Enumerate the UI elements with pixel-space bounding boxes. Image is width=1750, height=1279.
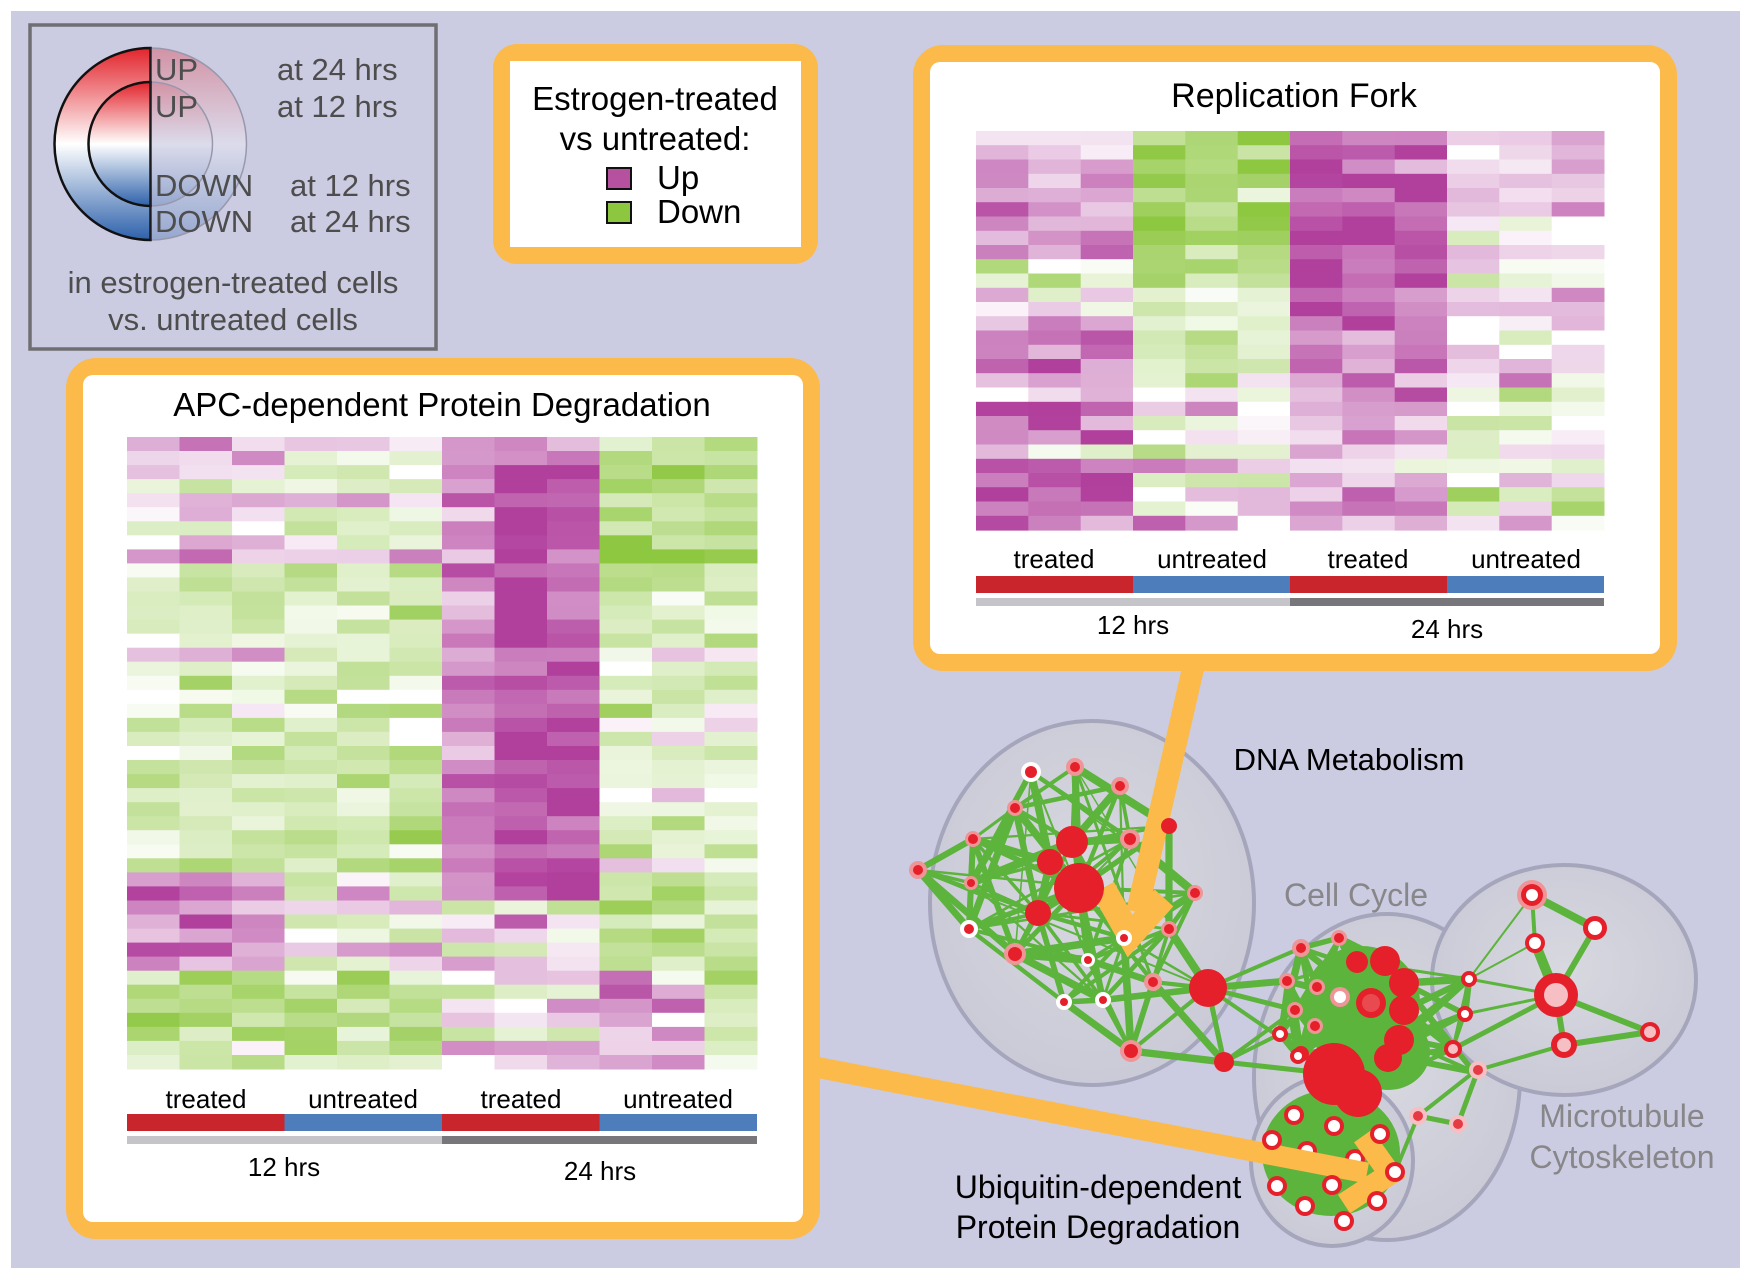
svg-text:Up: Up xyxy=(657,159,699,196)
svg-text:DOWN: DOWN xyxy=(155,168,253,203)
svg-text:DNA Metabolism: DNA Metabolism xyxy=(1234,742,1465,777)
svg-text:APC-dependent Protein Degradat: APC-dependent Protein Degradation xyxy=(173,386,711,423)
svg-text:24 hrs: 24 hrs xyxy=(564,1156,636,1186)
svg-text:vs. untreated cells: vs. untreated cells xyxy=(108,302,358,337)
svg-text:untreated: untreated xyxy=(1157,544,1267,574)
svg-text:untreated: untreated xyxy=(1471,544,1581,574)
svg-text:Protein Degradation: Protein Degradation xyxy=(956,1209,1241,1245)
svg-text:treated: treated xyxy=(1014,544,1095,574)
svg-text:Microtubule: Microtubule xyxy=(1539,1098,1704,1134)
svg-text:UP: UP xyxy=(155,89,198,124)
svg-text:Estrogen-treated: Estrogen-treated xyxy=(532,80,778,117)
svg-text:vs untreated:: vs untreated: xyxy=(560,120,751,157)
svg-text:untreated: untreated xyxy=(623,1084,733,1114)
svg-text:at 24 hrs: at 24 hrs xyxy=(290,204,411,239)
svg-text:Cytoskeleton: Cytoskeleton xyxy=(1530,1139,1715,1175)
svg-text:in estrogen-treated cells: in estrogen-treated cells xyxy=(68,265,399,300)
svg-text:Replication Fork: Replication Fork xyxy=(1171,77,1418,115)
svg-text:Ubiquitin-dependent: Ubiquitin-dependent xyxy=(955,1169,1242,1205)
svg-text:at 24 hrs: at 24 hrs xyxy=(277,52,398,87)
svg-text:at 12 hrs: at 12 hrs xyxy=(290,168,411,203)
svg-text:at 12 hrs: at 12 hrs xyxy=(277,89,398,124)
svg-text:treated: treated xyxy=(166,1084,247,1114)
svg-text:DOWN: DOWN xyxy=(155,204,253,239)
svg-text:24 hrs: 24 hrs xyxy=(1411,614,1483,644)
svg-text:Cell Cycle: Cell Cycle xyxy=(1284,877,1428,913)
svg-text:untreated: untreated xyxy=(308,1084,418,1114)
svg-text:UP: UP xyxy=(155,52,198,87)
svg-text:treated: treated xyxy=(481,1084,562,1114)
svg-text:12 hrs: 12 hrs xyxy=(1097,610,1169,640)
svg-text:treated: treated xyxy=(1328,544,1409,574)
svg-text:Down: Down xyxy=(657,193,741,230)
svg-text:12 hrs: 12 hrs xyxy=(248,1152,320,1182)
